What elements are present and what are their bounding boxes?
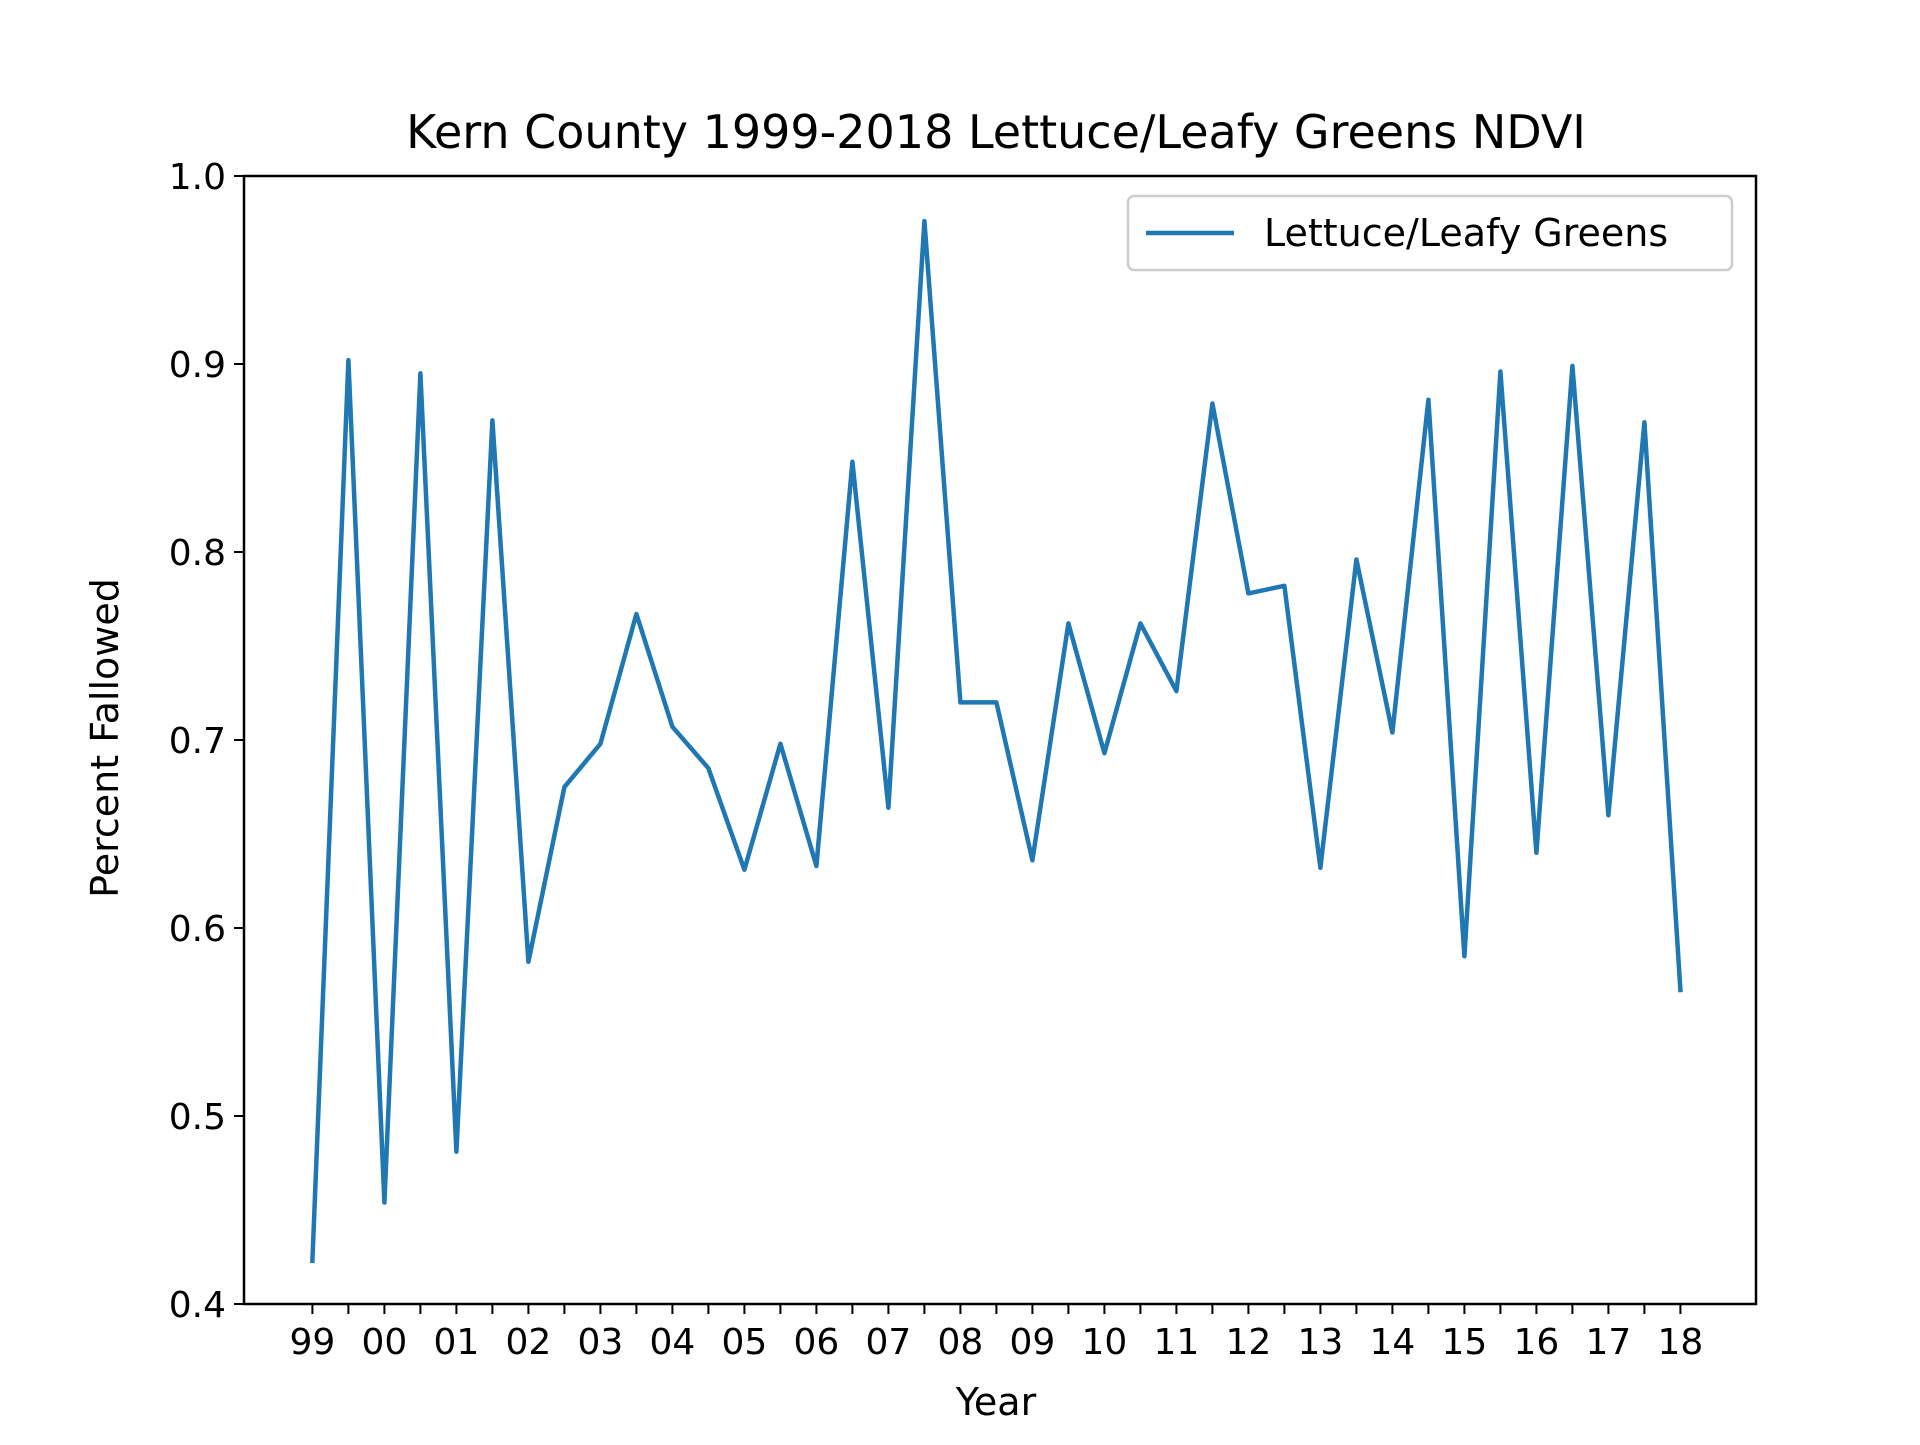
x-tick-label: 14: [1369, 1322, 1415, 1363]
y-tick-label: 0.5: [169, 1097, 226, 1138]
x-tick-label: 09: [1009, 1322, 1055, 1363]
x-tick-label: 13: [1297, 1322, 1343, 1363]
x-tick-label: 08: [937, 1322, 983, 1363]
x-tick-label: 18: [1657, 1322, 1703, 1363]
legend-label: Lettuce/Leafy Greens: [1264, 211, 1668, 255]
y-tick-label: 0.7: [169, 721, 226, 762]
y-tick-label: 0.6: [169, 909, 226, 950]
x-tick-label: 17: [1585, 1322, 1631, 1363]
y-tick-label: 0.8: [169, 533, 226, 574]
y-axis-label: Percent Fallowed: [83, 578, 127, 898]
x-axis-label: Year: [955, 1380, 1037, 1424]
y-tick-label: 1.0: [169, 157, 226, 198]
x-tick-label: 16: [1513, 1322, 1559, 1363]
x-tick-label: 12: [1225, 1322, 1271, 1363]
x-tick-label: 11: [1153, 1322, 1199, 1363]
chart-title: Kern County 1999-2018 Lettuce/Leafy Gree…: [406, 105, 1586, 159]
x-tick-label: 07: [865, 1322, 911, 1363]
x-tick-label: 03: [577, 1322, 623, 1363]
x-tick-label: 99: [289, 1322, 335, 1363]
x-tick-label: 15: [1441, 1322, 1487, 1363]
x-tick-label: 00: [361, 1322, 407, 1363]
legend: Lettuce/Leafy Greens: [1128, 196, 1732, 270]
x-tick-label: 02: [505, 1322, 551, 1363]
y-tick-label: 0.9: [169, 345, 226, 386]
x-tick-label: 04: [649, 1322, 695, 1363]
x-tick-label: 05: [721, 1322, 767, 1363]
x-tick-label: 10: [1081, 1322, 1127, 1363]
x-tick-label: 06: [793, 1322, 839, 1363]
y-tick-label: 0.4: [169, 1285, 226, 1326]
x-tick-label: 01: [433, 1322, 479, 1363]
